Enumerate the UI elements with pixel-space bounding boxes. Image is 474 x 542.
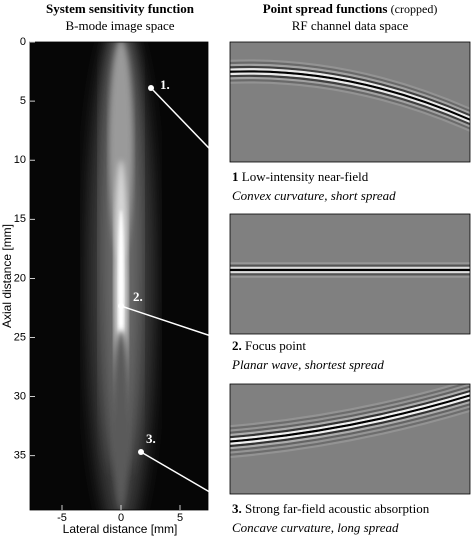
panel-number: 1 xyxy=(232,169,239,184)
psf-stripe xyxy=(230,403,470,452)
panel-caption: 1 Low-intensity near-field xyxy=(232,169,369,184)
psf-stripe xyxy=(230,76,470,128)
panel-caption: 2. Focus point xyxy=(232,338,306,353)
psf-stripe xyxy=(230,409,470,459)
x-tick-label: -5 xyxy=(57,512,67,524)
psf-stripe xyxy=(230,407,470,456)
psf-stripe xyxy=(230,396,470,445)
point-marker xyxy=(118,303,124,309)
y-tick-label: 10 xyxy=(14,154,26,166)
x-tick-label: 0 xyxy=(118,512,124,524)
psf-stripe xyxy=(230,394,470,443)
right-title: Point spread functions (cropped) xyxy=(263,1,438,16)
leader-line xyxy=(150,87,233,173)
y-tick-label: 20 xyxy=(14,272,26,284)
psf-stripe xyxy=(230,72,470,124)
psf-stripe xyxy=(230,81,470,133)
point-marker xyxy=(148,85,154,91)
psf-stripe xyxy=(230,384,470,432)
psf-panel xyxy=(230,214,470,334)
psf-stripe xyxy=(230,59,470,111)
panel-number: 2. xyxy=(232,338,242,353)
psf-stripe xyxy=(230,389,470,439)
right-title-note: (cropped) xyxy=(391,2,438,16)
right-subtitle: RF channel data space xyxy=(292,18,409,33)
psf-stripe xyxy=(230,79,470,130)
caption-text: Focus point xyxy=(245,338,306,353)
psf-stripe xyxy=(230,384,461,428)
right-title-main: Point spread functions xyxy=(263,1,388,16)
x-tick-label: 5 xyxy=(177,512,183,524)
psf-frame xyxy=(229,41,471,163)
psf-stripe xyxy=(230,385,470,434)
y-tick-label: 35 xyxy=(14,450,26,462)
y-tick-label: 0 xyxy=(20,36,26,48)
psf-panel xyxy=(230,42,470,162)
x-axis-label: Lateral distance [mm] xyxy=(63,522,178,536)
psf-stripe xyxy=(230,405,470,454)
point-marker xyxy=(138,449,144,455)
psf-stripe xyxy=(230,61,470,113)
y-tick-label: 5 xyxy=(20,95,26,107)
panel-description: Convex curvature, short spread xyxy=(232,188,396,203)
psf-stripe xyxy=(230,68,470,119)
panel-number: 3. xyxy=(232,501,242,516)
psf-stripe xyxy=(230,384,469,430)
psf-stripe xyxy=(230,400,470,450)
point-label: 1. xyxy=(160,77,170,92)
left-subtitle: B-mode image space xyxy=(65,18,174,33)
y-tick-label: 25 xyxy=(14,331,26,343)
caption-text: Strong far-field acoustic absorption xyxy=(245,501,430,516)
psf-stripe xyxy=(230,65,470,117)
leader-line xyxy=(120,305,233,344)
psf-stripe xyxy=(230,392,470,441)
psf-frame xyxy=(229,213,471,335)
panel-caption: 3. Strong far-field acoustic absorption xyxy=(232,501,430,516)
y-tick-label: 15 xyxy=(14,213,26,225)
panel-description: Planar wave, shortest spread xyxy=(231,357,384,372)
y-tick-label: 30 xyxy=(14,391,26,403)
psf-stripe xyxy=(230,74,470,126)
y-axis-label: Axial distance [mm] xyxy=(0,224,14,328)
point-label: 3. xyxy=(146,431,156,446)
psf-panel xyxy=(230,384,470,494)
point-label: 2. xyxy=(133,289,143,304)
psf-stripe xyxy=(230,387,470,437)
panel-description: Concave curvature, long spread xyxy=(232,520,399,535)
psf-stripe xyxy=(230,63,470,115)
psf-frame xyxy=(229,383,471,495)
bmode-image xyxy=(30,42,208,510)
leader-line xyxy=(140,451,233,506)
left-title: System sensitivity function xyxy=(46,1,195,16)
caption-text: Low-intensity near-field xyxy=(242,169,369,184)
psf-stripe xyxy=(230,70,470,122)
image-frame xyxy=(29,41,209,511)
psf-stripe xyxy=(230,398,470,448)
